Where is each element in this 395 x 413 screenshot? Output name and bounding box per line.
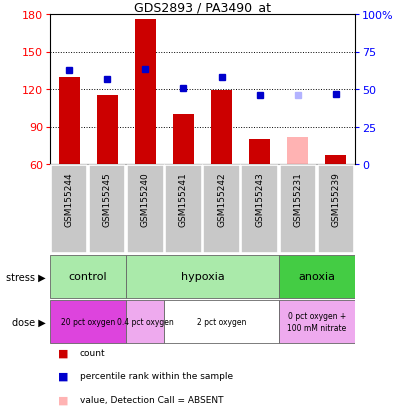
Bar [126, 255, 279, 298]
Bar [241, 166, 278, 254]
Text: GSM155231: GSM155231 [293, 172, 302, 226]
Bar [279, 255, 355, 298]
Bar [50, 300, 126, 343]
Text: 20 pct oxygen: 20 pct oxygen [61, 317, 115, 326]
Bar [211, 91, 232, 165]
Bar [249, 140, 270, 165]
Bar [318, 166, 354, 254]
Text: GSM155239: GSM155239 [331, 172, 340, 226]
Text: dose ▶: dose ▶ [12, 317, 46, 327]
Text: stress ▶: stress ▶ [6, 272, 46, 282]
Bar [97, 96, 118, 165]
Text: 2 pct oxygen: 2 pct oxygen [197, 317, 246, 326]
Bar [280, 166, 316, 254]
Text: ■: ■ [58, 394, 68, 404]
Bar [58, 77, 79, 165]
Text: control: control [69, 272, 107, 282]
Bar [279, 300, 355, 343]
Text: GSM155244: GSM155244 [64, 172, 73, 226]
Text: GSM155242: GSM155242 [217, 172, 226, 226]
Bar [165, 166, 202, 254]
Text: percentile rank within the sample: percentile rank within the sample [80, 371, 233, 380]
Bar [89, 166, 126, 254]
Bar [325, 156, 346, 165]
Text: GSM155240: GSM155240 [141, 172, 150, 226]
Bar [51, 166, 87, 254]
Bar [203, 166, 240, 254]
Bar [126, 300, 164, 343]
Text: GSM155243: GSM155243 [255, 172, 264, 226]
Bar [127, 166, 164, 254]
Text: value, Detection Call = ABSENT: value, Detection Call = ABSENT [80, 395, 223, 404]
Text: GSM155245: GSM155245 [103, 172, 112, 226]
Bar [287, 137, 308, 165]
Text: hypoxia: hypoxia [181, 272, 224, 282]
Text: ■: ■ [58, 347, 68, 357]
Text: ■: ■ [58, 371, 68, 381]
Text: count: count [80, 348, 105, 357]
Text: 0.4 pct oxygen: 0.4 pct oxygen [117, 317, 174, 326]
Bar [135, 20, 156, 165]
Bar [50, 255, 126, 298]
Text: GSM155241: GSM155241 [179, 172, 188, 226]
Text: 0 pct oxygen +
100 mM nitrate: 0 pct oxygen + 100 mM nitrate [287, 312, 346, 332]
Bar [164, 300, 279, 343]
Title: GDS2893 / PA3490_at: GDS2893 / PA3490_at [134, 1, 271, 14]
Bar [173, 115, 194, 165]
Text: anoxia: anoxia [298, 272, 335, 282]
